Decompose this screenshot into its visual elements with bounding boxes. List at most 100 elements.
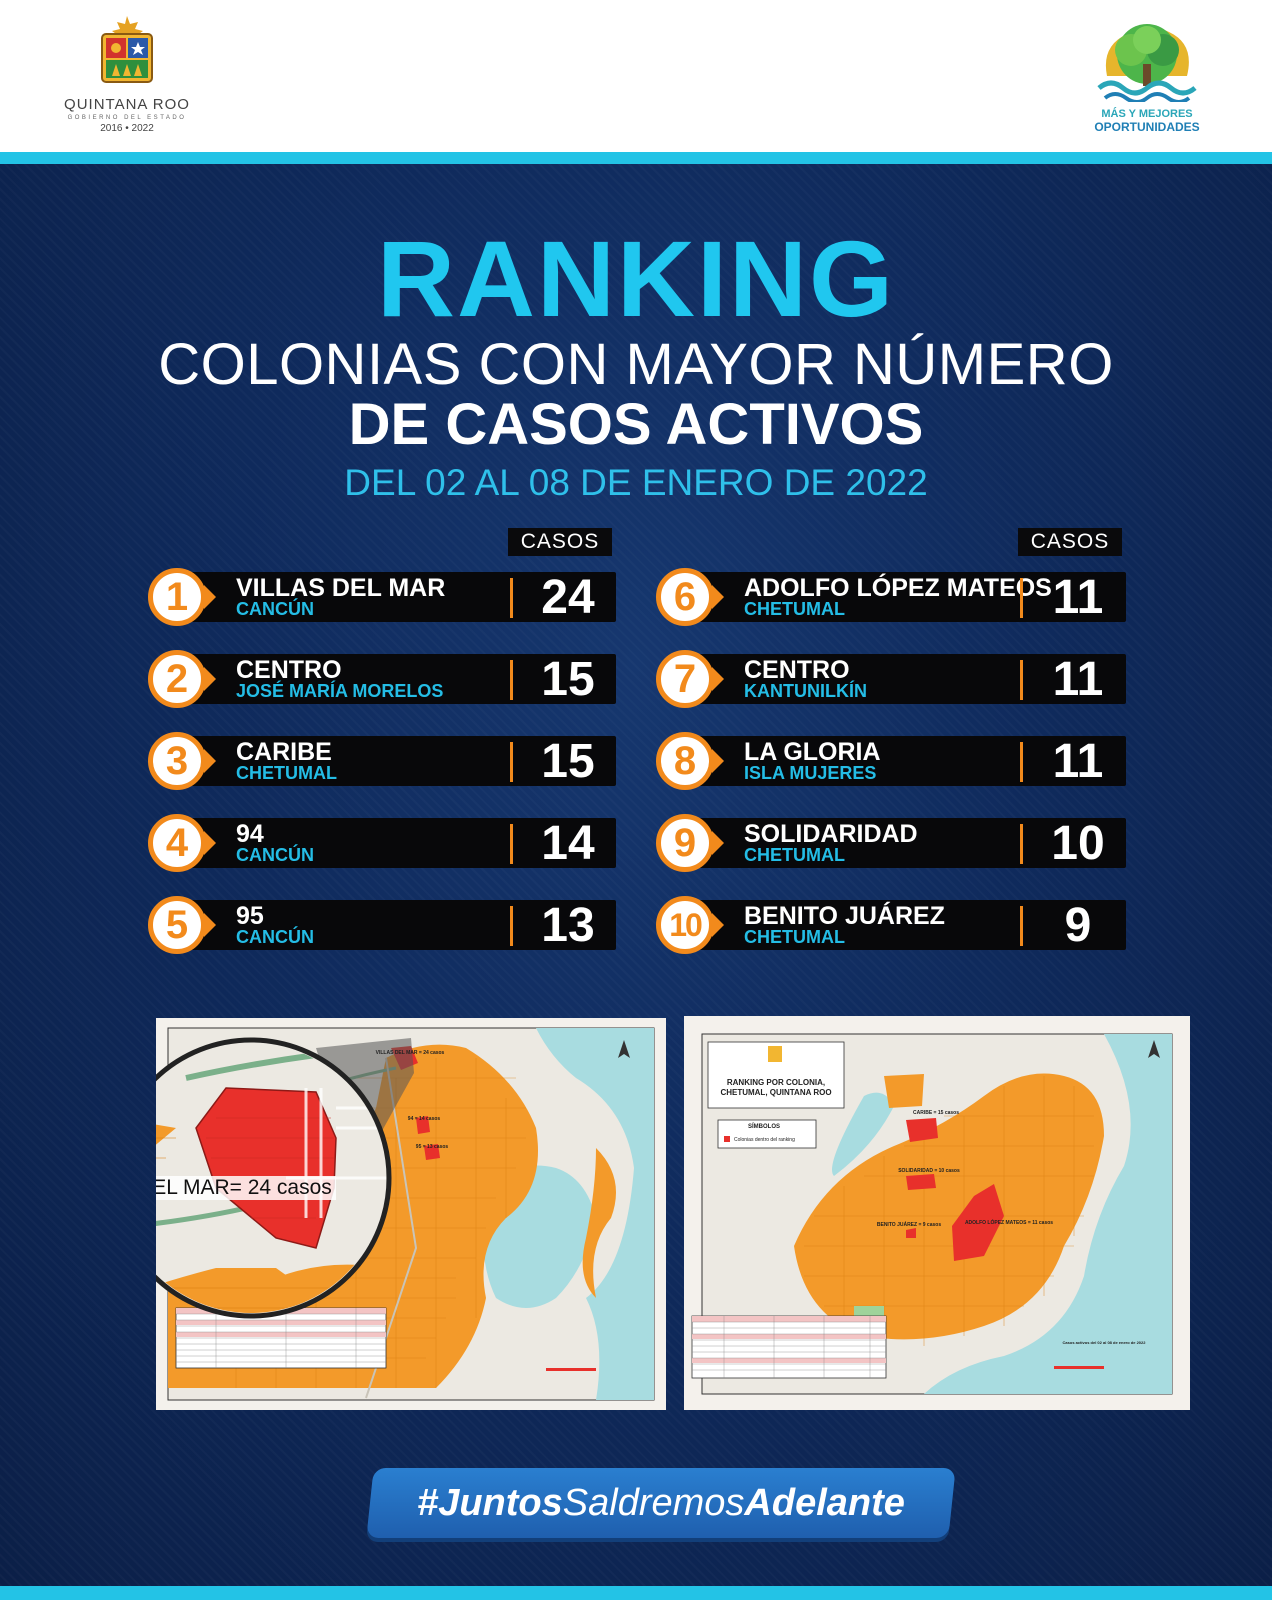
colonia-name: LA GLORIA [744, 738, 881, 766]
ranking-bar [180, 736, 616, 786]
ranking-row: 9 SOLIDARIDAD CHETUMAL 10 [656, 814, 1126, 872]
bottom-accent-stripe [0, 1586, 1272, 1600]
header: QUINTANA ROO GOBIERNO DEL ESTADO 2016 • … [0, 0, 1272, 152]
ranking-row: 4 94 CANCÚN 14 [148, 814, 616, 872]
ranking-separator [1020, 660, 1023, 700]
colonia-name: CENTRO [236, 656, 342, 684]
logo-subtitle: GOBIERNO DEL ESTADO [67, 115, 187, 121]
rank-arrow-icon [712, 585, 724, 609]
ranking-separator [510, 660, 513, 700]
rank-arrow-icon [712, 749, 724, 773]
case-count: 11 [1052, 571, 1104, 624]
ranking-row: 10 BENITO JUÁREZ CHETUMAL 9 [656, 896, 1126, 954]
case-count: 15 [541, 653, 595, 706]
zoom-callout-label: VILLAS DEL MAR= 24 casos [156, 1176, 336, 1200]
ranking-row: 3 CARIBE CHETUMAL 15 [148, 732, 616, 790]
city-name: CHETUMAL [744, 927, 845, 947]
rank-number: 3 [148, 732, 206, 790]
rank-arrow-icon [712, 913, 724, 937]
case-count: 9 [1064, 899, 1092, 952]
rank-number: 9 [656, 814, 714, 872]
city-name: CHETUMAL [744, 845, 845, 865]
ranking-bar [688, 572, 1126, 622]
hashtag-text: #JuntosSaldremosAdelante [370, 1468, 952, 1538]
state-shield-icon [96, 14, 158, 86]
colonia-name: CARIBE [236, 738, 332, 766]
map-legend-title: SÍMBOLOS [748, 1124, 781, 1130]
rank-arrow-icon [204, 749, 216, 773]
ranking-bar [688, 736, 1126, 786]
mas-oportunidades-logo: MÁS Y MEJORES OPORTUNIDADES [1072, 16, 1222, 142]
ranking-row: 6 ADOLFO LÓPEZ MATEOS CHETUMAL 11 [656, 568, 1126, 626]
rank-number: 5 [148, 896, 206, 954]
rank-arrow-icon [712, 831, 724, 855]
ranking-row: 7 CENTRO KANTUNILKÍN 11 [656, 650, 1126, 708]
map-label: 94 = 14 casos [407, 1116, 441, 1122]
map-footer-note: Casos activos del 02 al 08 de enero de 2… [1062, 1340, 1146, 1345]
map-legend-item: Colonias dentro del ranking [734, 1137, 795, 1143]
tree-icon [1087, 16, 1207, 104]
ranking-bar [180, 818, 616, 868]
quintana-roo-logo: QUINTANA ROO GOBIERNO DEL ESTADO 2016 • … [52, 14, 202, 146]
rank-arrow-icon [204, 913, 216, 937]
rank-number: 4 [148, 814, 206, 872]
ranking-bar [180, 900, 616, 950]
colonia-name: SOLIDARIDAD [744, 820, 918, 848]
colonia-name: ADOLFO LÓPEZ MATEOS [744, 574, 1052, 602]
ranking-separator [1020, 742, 1023, 782]
rank-number: 1 [148, 568, 206, 626]
city-name: CANCÚN [236, 845, 314, 865]
ranking-row: 5 95 CANCÚN 13 [148, 896, 616, 954]
ranking-separator [510, 906, 513, 946]
logo-slogan-line2: OPORTUNIDADES [1094, 120, 1200, 134]
ranking-bar [180, 654, 616, 704]
map-label: BENITO JUÁREZ = 9 casos [876, 1222, 942, 1228]
subtitle-line2: DE CASOS ACTIVOS [348, 392, 924, 457]
cancun-map-graphic [156, 1018, 666, 1410]
chetumal-map-graphic [684, 1016, 1190, 1410]
city-name: JOSÉ MARÍA MORELOS [236, 681, 444, 701]
colonia-name: 95 [236, 902, 264, 930]
logo-years: 2016 • 2022 [100, 123, 154, 134]
city-name: CHETUMAL [236, 763, 337, 783]
ranking-separator [510, 824, 513, 864]
cases-column-label-right: CASOS [1018, 528, 1122, 556]
ranking-separator [510, 742, 513, 782]
rank-number: 6 [656, 568, 714, 626]
rank-number: 2 [148, 650, 206, 708]
case-count: 15 [541, 735, 595, 788]
logo-state-name: QUINTANA ROO [64, 96, 190, 113]
ranking-separator [1020, 824, 1023, 864]
colonia-name: BENITO JUÁREZ [744, 902, 945, 930]
rank-number: 8 [656, 732, 714, 790]
rank-arrow-icon [204, 585, 216, 609]
colonia-name: 94 [236, 820, 264, 848]
cases-column-label-left: CASOS [508, 528, 612, 556]
chetumal-map: RANKING POR COLONIA, CHETUMAL, QUINTANA … [684, 1016, 1190, 1410]
city-name: CHETUMAL [744, 599, 845, 619]
top-accent-stripe [0, 152, 1272, 164]
rank-number: 7 [656, 650, 714, 708]
case-count: 10 [1051, 817, 1105, 870]
ranking-separator [510, 578, 513, 618]
ranking-bar [688, 654, 1126, 704]
map-label: VILLAS DEL MAR = 24 casos [375, 1050, 445, 1056]
case-count: 11 [1052, 653, 1104, 706]
case-count: 24 [541, 571, 595, 624]
ranking-row: 8 LA GLORIA ISLA MUJERES 11 [656, 732, 1126, 790]
hashtag-part2: Saldremos [562, 1482, 745, 1524]
ranking-separator [1020, 578, 1023, 618]
map-label: CARIBE = 15 casos [913, 1110, 959, 1116]
rank-arrow-icon [204, 831, 216, 855]
case-count: 14 [541, 817, 595, 870]
hashtag-part3: Adelante [744, 1482, 905, 1524]
map-label: SOLIDARIDAD = 10 casos [898, 1168, 960, 1174]
rank-number: 10 [656, 896, 714, 954]
ranking-bar [180, 572, 616, 622]
city-name: CANCÚN [236, 599, 314, 619]
cancun-map: VILLAS DEL MAR= 24 casos VILLAS DEL MAR … [156, 1018, 666, 1410]
case-count: 11 [1052, 735, 1104, 788]
ranking-row: 1 VILLAS DEL MAR CANCÚN 24 [148, 568, 616, 626]
page-title: RANKING [377, 218, 895, 339]
map-title: RANKING POR COLONIA, CHETUMAL, QUINTANA … [720, 1078, 832, 1097]
